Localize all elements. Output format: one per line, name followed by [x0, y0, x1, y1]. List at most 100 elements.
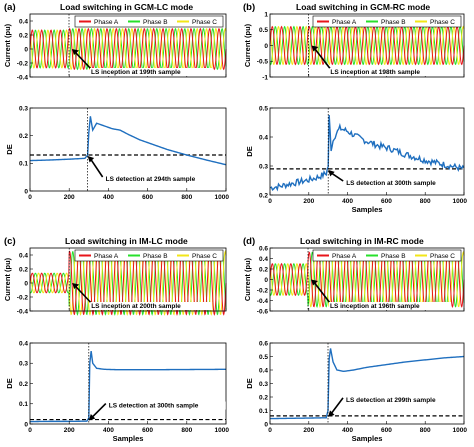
- panel-label: (d): [243, 236, 255, 247]
- inception-arrow: [75, 286, 92, 304]
- inception-arrow-head: [72, 283, 80, 289]
- annotation-bg: [329, 68, 452, 76]
- current-ytick-label: -0.4: [17, 74, 29, 81]
- legend-entry: Phase A: [94, 19, 119, 26]
- de-xtick-label: 800: [420, 198, 431, 205]
- de-ytick-label: 0.1: [259, 408, 268, 415]
- legend-entry: Phase A: [332, 19, 357, 26]
- detection-arrow-head: [328, 169, 335, 177]
- inception-annotation: LS inception at 199th sample: [91, 69, 181, 76]
- de-ytick-label: 0: [24, 188, 28, 195]
- current-ytick-label: 0.4: [19, 18, 28, 25]
- current-ytick-label: 0.4: [19, 252, 28, 259]
- de-ytick-label: 0.5: [259, 354, 268, 361]
- de-xtick-label: 1000: [453, 198, 468, 205]
- de-xtick-label: 400: [103, 427, 114, 434]
- current-series-phase-a: [269, 250, 465, 309]
- current-ytick-label: 0: [24, 46, 28, 53]
- de-ytick-label: 0.1: [19, 161, 28, 168]
- current-ytick-label: -0.2: [257, 287, 269, 294]
- de-xlabel: Samples: [113, 434, 144, 443]
- inception-arrow-head: [72, 49, 80, 55]
- inception-arrow: [314, 283, 331, 304]
- de-ytick-label: 0.3: [19, 105, 28, 112]
- chart-panel-3: (c) Load switching in IM-LC mode 0.4 0.2 0 -0…: [3, 236, 229, 443]
- de-xtick-label: 200: [64, 194, 75, 201]
- chart-panel-4: (d) Load switching in IM-RC mode 0.6 0.4 0.2…: [243, 236, 467, 443]
- de-ytick-label: 0.4: [259, 367, 268, 374]
- annotation-bg: [345, 179, 464, 187]
- detection-arrow: [330, 172, 344, 182]
- current-ytick-label: -0.5: [257, 59, 269, 66]
- inception-arrow-head: [311, 45, 319, 52]
- current-ytick-label: 1: [264, 11, 268, 18]
- current-axes-frame: [29, 13, 227, 78]
- annotation-bg: [104, 175, 223, 183]
- current-series-phase-b: [29, 27, 227, 71]
- annotation-bg: [107, 401, 226, 410]
- detection-annotation: LS detection at 300th sample: [346, 180, 436, 187]
- current-ytick-label: -0.4: [17, 308, 29, 315]
- legend-entry: Phase A: [94, 253, 119, 260]
- de-plot-area: [270, 343, 464, 424]
- de-ytick-label: 0: [24, 421, 28, 428]
- current-series-phase-c: [269, 25, 465, 66]
- legend-entry: Phase B: [381, 19, 406, 26]
- de-series-line: [270, 348, 465, 420]
- de-xlabel: Samples: [352, 434, 383, 443]
- current-ytick-label: 0.2: [19, 32, 28, 39]
- de-xtick-label: 600: [381, 427, 392, 434]
- legend-box: [312, 249, 462, 262]
- chart-panel-1: (a) Load switching in GCM-LC mode 0.4 0.2 0 -…: [3, 2, 229, 201]
- panel-label: (b): [243, 2, 255, 13]
- legend-entry: Phase A: [332, 253, 357, 260]
- current-ytick-label: -1: [262, 74, 268, 81]
- legend: Phase A Phase B Phase C: [312, 249, 462, 262]
- de-xtick-label: 200: [303, 198, 314, 205]
- detection-arrow: [89, 158, 104, 178]
- de-xtick-label: 1000: [215, 194, 230, 201]
- de-xtick-label: 400: [342, 427, 353, 434]
- de-ytick-label: 0.3: [259, 163, 268, 170]
- current-ylabel: Current (pu): [3, 23, 12, 67]
- de-xtick-label: 0: [28, 427, 32, 434]
- current-ytick-label: -0.4: [257, 298, 269, 305]
- current-ytick-label: 0.4: [259, 256, 268, 263]
- inception-arrow: [314, 49, 332, 70]
- detection-arrow-head: [87, 156, 95, 163]
- detection-annotation: LS detection at 300th sample: [109, 403, 199, 410]
- current-ytick-label: 0.5: [259, 27, 268, 34]
- current-ytick-label: 0.2: [19, 266, 28, 273]
- chart-title: Load switching in GCM-RC mode: [296, 2, 430, 12]
- annotation-bg: [90, 302, 213, 310]
- current-ytick-label: 0.6: [259, 245, 268, 252]
- detection-arrow: [330, 397, 344, 415]
- legend-box: [74, 249, 224, 262]
- de-xtick-label: 800: [420, 427, 431, 434]
- de-xtick-label: 200: [303, 427, 314, 434]
- legend-entry: Phase B: [143, 19, 168, 26]
- detection-arrow-head: [328, 410, 335, 417]
- detection-arrow: [91, 402, 107, 419]
- panel-label: (a): [4, 2, 16, 13]
- current-ytick-label: 0: [264, 277, 268, 284]
- de-xtick-label: 0: [268, 427, 272, 434]
- annotation-bg: [90, 68, 213, 76]
- de-xtick-label: 0: [268, 198, 272, 205]
- current-ytick-label: 0.2: [259, 266, 268, 273]
- legend-entry: Phase C: [192, 19, 217, 26]
- de-ylabel: DE: [245, 146, 254, 156]
- de-ytick-label: 0: [264, 421, 268, 428]
- current-ylabel: Current (pu): [243, 257, 252, 301]
- de-ylabel: DE: [245, 378, 254, 388]
- current-ylabel: Current (pu): [3, 257, 12, 301]
- current-series-phase-a: [29, 250, 227, 316]
- inception-annotation: LS inception at 196th sample: [330, 303, 420, 310]
- legend-box: [74, 15, 224, 28]
- current-ytick-label: -0.2: [17, 60, 29, 67]
- legend-entry: Phase B: [143, 253, 168, 260]
- detection-annotation: LS detection at 299th sample: [346, 397, 436, 404]
- de-xtick-label: 400: [342, 198, 353, 205]
- current-series-phase-c: [29, 27, 227, 71]
